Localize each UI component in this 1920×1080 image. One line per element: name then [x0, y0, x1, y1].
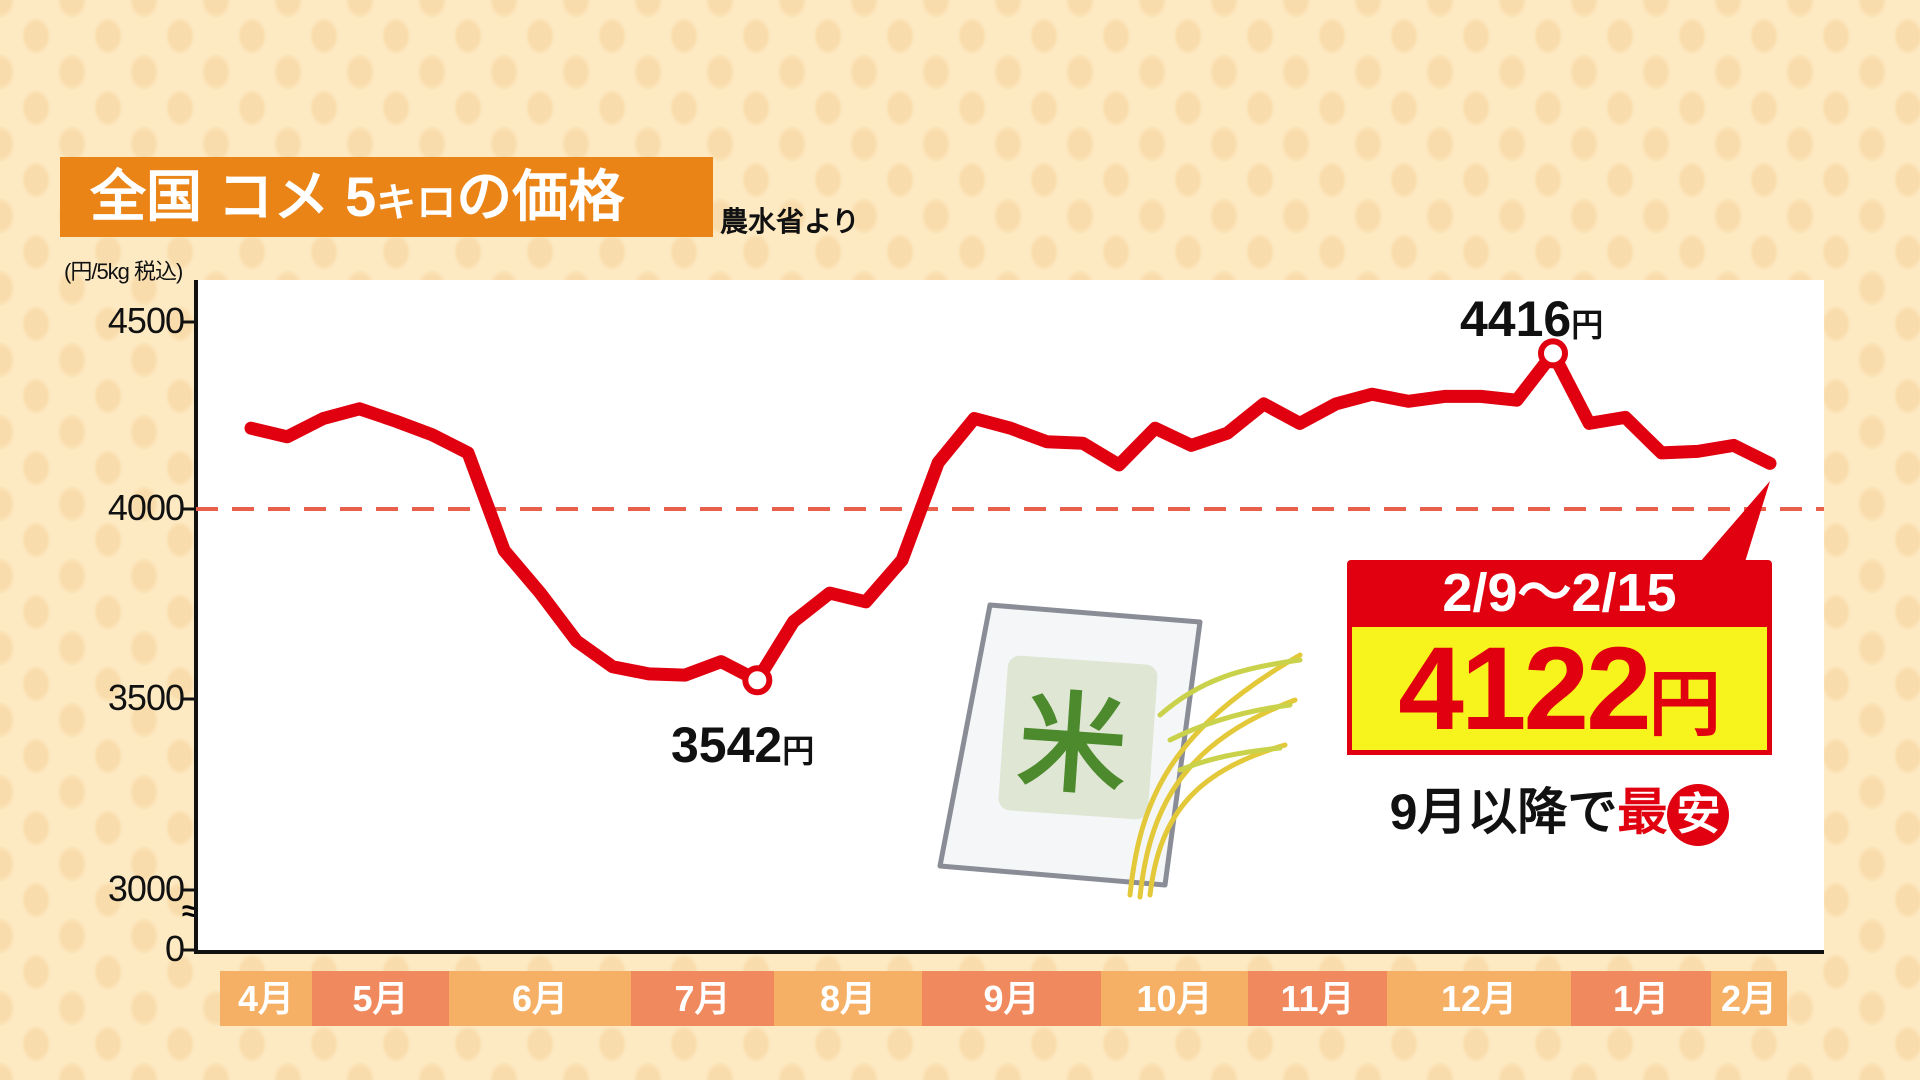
month-label: 5月 — [312, 971, 449, 1026]
data-point — [320, 415, 327, 422]
y-tick-4500: 4500 — [107, 300, 185, 341]
month-label: 9月 — [922, 971, 1101, 1026]
data-point — [1622, 414, 1629, 421]
data-point — [1007, 425, 1014, 432]
data-point — [609, 663, 616, 670]
y-tick-0: 0 — [164, 928, 185, 969]
title-text-small: キロ — [376, 181, 457, 225]
source-label: 農水省より — [720, 206, 860, 237]
data-point — [1369, 391, 1376, 398]
chart-title: 全国 コメ 5キロの価格 — [60, 157, 713, 237]
callout-price: 4122円 — [1347, 627, 1772, 755]
callout-pointer — [1700, 481, 1770, 562]
y-tick-4000: 4000 — [107, 487, 185, 528]
data-point — [501, 547, 508, 554]
title-text-1: 全国 コメ 5 — [90, 165, 377, 228]
max-price-label: 4416円 — [1460, 291, 1604, 347]
data-point — [790, 618, 797, 625]
month-label: 4月 — [220, 971, 312, 1026]
data-point — [537, 590, 544, 597]
y-tick-3000: 3000 — [107, 868, 185, 909]
data-point — [1730, 442, 1737, 449]
month-label: 10月 — [1101, 971, 1248, 1026]
data-point — [392, 418, 399, 425]
data-point — [248, 425, 254, 432]
data-point — [1767, 460, 1773, 467]
data-point — [862, 598, 869, 605]
data-point — [645, 670, 652, 677]
data-point — [1694, 448, 1701, 455]
month-label: 11月 — [1248, 971, 1387, 1026]
data-point — [1296, 420, 1303, 427]
month-label: 8月 — [774, 971, 922, 1026]
month-label: 1月 — [1571, 971, 1711, 1026]
data-point — [428, 431, 435, 438]
month-label: 6月 — [449, 971, 631, 1026]
data-point — [1586, 420, 1593, 427]
data-point — [718, 658, 725, 665]
rice-kanji-logo: 米 — [1014, 679, 1130, 811]
data-point — [356, 405, 363, 412]
month-label: 2月 — [1711, 971, 1787, 1026]
data-point — [284, 433, 291, 440]
data-point — [935, 459, 942, 466]
highlight-marker — [1538, 338, 1568, 369]
data-point — [1224, 430, 1231, 437]
rice-bag-illustration: 米 — [937, 602, 1203, 888]
data-point — [1043, 438, 1050, 445]
month-label: 7月 — [631, 971, 774, 1026]
data-point — [465, 449, 471, 456]
data-point — [1513, 397, 1520, 404]
data-point — [1188, 442, 1195, 449]
data-point — [1116, 461, 1122, 468]
data-point — [1152, 425, 1159, 432]
data-point — [1658, 449, 1665, 456]
title-text-2: の価格 — [456, 165, 625, 228]
data-point — [826, 590, 833, 597]
data-point — [1477, 393, 1484, 400]
data-point — [573, 638, 580, 645]
callout-period: 2/9〜2/15 — [1347, 560, 1772, 627]
data-point — [1441, 393, 1448, 400]
y-tick-3500: 3500 — [107, 677, 185, 718]
month-label: 12月 — [1387, 971, 1571, 1026]
y-axis-unit: (円/5kg 税込) — [64, 259, 183, 284]
data-point — [1079, 440, 1086, 447]
callout-note: 9月以降で最安 — [1347, 772, 1772, 846]
data-point — [899, 557, 905, 564]
data-point — [1405, 398, 1412, 405]
data-point — [971, 415, 978, 422]
rice-stalk-icon — [1127, 652, 1303, 900]
highlight-marker — [742, 665, 773, 696]
data-point — [1333, 400, 1339, 407]
data-point — [682, 672, 688, 679]
min-price-label: 3542円 — [671, 717, 815, 773]
data-point — [1260, 400, 1267, 407]
